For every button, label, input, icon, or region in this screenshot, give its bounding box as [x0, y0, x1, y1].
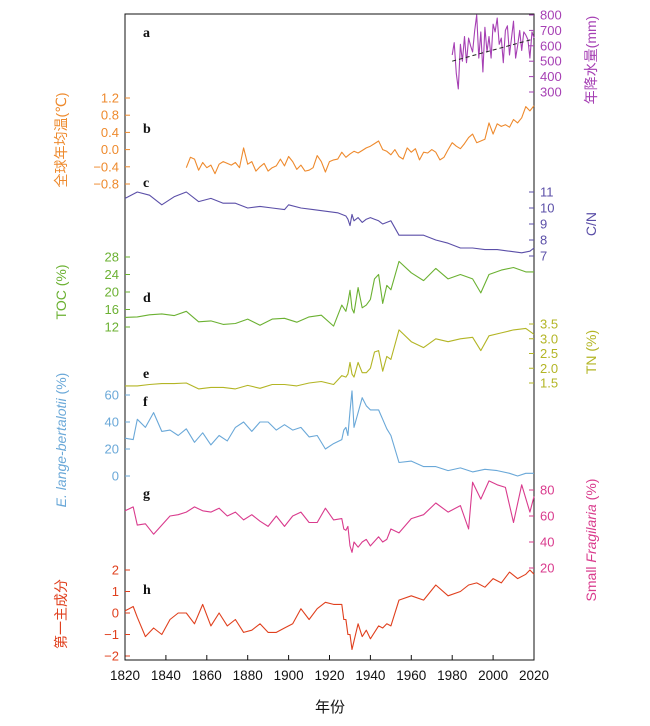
- ytick-label-g-1: 40: [540, 535, 554, 550]
- ytick-label-e-4: 3.5: [540, 317, 558, 332]
- series-line-e-0: [125, 327, 535, 390]
- panels: 300400500600700800年降水量(mm)a−0.8−0.40.00.…: [53, 8, 599, 664]
- xtick-label-2: 1860: [192, 668, 222, 683]
- panel-letter-f: f: [143, 395, 148, 410]
- ytick-label-e-0: 1.5: [540, 376, 558, 391]
- ytick-label-b-5: 1.2: [101, 91, 119, 106]
- ytick-label-g-0: 20: [540, 561, 554, 576]
- panel-g: 20 40 60 80 Small Fragilaria (%) g: [124, 479, 599, 602]
- xtick-label-9: 2000: [478, 668, 508, 683]
- ytick-label-d-4: 28: [105, 250, 119, 265]
- ytick-label-f-3: 60: [105, 388, 119, 403]
- panel-letter-a: a: [143, 26, 150, 41]
- ytick-label-f-2: 40: [105, 415, 119, 430]
- series-line-g-0: [124, 480, 535, 553]
- series-line-c-0: [124, 191, 535, 254]
- ytick-label-h-0: −2: [104, 649, 119, 664]
- xtick-label-7: 1960: [396, 668, 426, 683]
- ytick-label-c-1: 8: [540, 233, 547, 248]
- ytick-label-d-2: 20: [105, 285, 119, 300]
- panel-b: −0.8 −0.4 0.0 0.4 0.8 1.2 全球年均温(℃) b: [53, 91, 535, 192]
- ytick-label-h-3: 1: [112, 584, 119, 599]
- xtick-label-8: 1980: [437, 668, 467, 683]
- panel-letter-g: g: [143, 487, 150, 502]
- ytick-label-c-2: 9: [540, 217, 547, 232]
- panel-letter-h: h: [143, 583, 151, 598]
- ytick-label-g-2: 60: [540, 509, 554, 524]
- series-line-b-0: [185, 105, 535, 175]
- series-line-h-0: [124, 569, 535, 651]
- xtick-label-1: 1840: [151, 668, 181, 683]
- ytick-label-a-1: 400: [540, 69, 562, 84]
- ytick-label-c-0: 7: [540, 249, 547, 264]
- ytick-label-c-4: 11: [540, 185, 554, 200]
- panel-e: 1.52.02.53.03.5 TN (%) e: [125, 317, 599, 391]
- y-axis-title-e: TN (%): [583, 330, 599, 374]
- ytick-label-b-4: 0.8: [101, 108, 119, 123]
- y-axis-title-f: E. lange-bertalotii (%): [53, 373, 69, 508]
- trend-line-a: [452, 38, 535, 62]
- series-line-f-0: [124, 390, 534, 477]
- ytick-label-b-2: 0.0: [101, 142, 119, 157]
- panel-letter-d: d: [143, 291, 151, 306]
- ytick-label-d-1: 16: [105, 302, 119, 317]
- ytick-label-d-3: 24: [105, 267, 119, 282]
- xtick-label-3: 1880: [233, 668, 263, 683]
- ytick-label-g-3: 80: [540, 483, 554, 498]
- x-axis: 1820 1840 1860 1880 1900 1920 1940 1960 1980 2000…: [110, 655, 549, 683]
- ytick-label-e-2: 2.5: [540, 346, 558, 361]
- y-axis-title-g: Small Fragilaria (%): [583, 479, 599, 602]
- panel-d: 12 16 20 24 28 TOC (%) d: [53, 250, 534, 335]
- y-axis-title-h: 第一主成分: [53, 579, 69, 649]
- ytick-label-a-4: 700: [540, 23, 562, 38]
- panel-letter-c: c: [143, 176, 149, 191]
- x-axis-label: 年份: [315, 698, 345, 716]
- ytick-label-b-0: −0.8: [93, 177, 119, 192]
- ytick-label-a-2: 500: [540, 54, 562, 69]
- xtick-label-0: 1820: [110, 668, 140, 683]
- ytick-label-a-3: 600: [540, 38, 562, 53]
- ytick-label-e-1: 2.0: [540, 361, 558, 376]
- panel-letter-b: b: [143, 122, 151, 137]
- ytick-label-f-0: 0: [112, 469, 119, 484]
- panel-h: −2 −1 0 1 2 第一主成分 h: [53, 563, 535, 664]
- ytick-label-h-2: 0: [112, 606, 119, 621]
- y-axis-title-d: TOC (%): [53, 265, 69, 320]
- ytick-label-c-3: 10: [540, 201, 554, 216]
- panel-f: 0 20 40 60 E. lange-bertalotii (%) f: [53, 373, 534, 508]
- xtick-label-10: 2020: [519, 668, 549, 683]
- ytick-label-a-0: 300: [540, 85, 562, 100]
- ytick-label-a-5: 800: [540, 8, 562, 23]
- panel-letter-e: e: [143, 367, 149, 382]
- y-axis-title-a: 年降水量(mm): [583, 16, 599, 105]
- series-line-a-0: [451, 14, 535, 90]
- y-axis-title-b: 全球年均温(℃): [53, 92, 69, 187]
- series-line-d-0: [124, 260, 534, 327]
- ytick-label-f-1: 20: [105, 442, 119, 457]
- ytick-label-d-0: 12: [105, 320, 119, 335]
- ytick-label-h-1: −1: [104, 627, 119, 642]
- ytick-label-e-3: 3.0: [540, 331, 558, 346]
- xtick-label-5: 1920: [314, 668, 344, 683]
- ytick-label-h-4: 2: [112, 563, 119, 578]
- y-axis-title-c: C/N: [583, 212, 599, 236]
- ytick-label-b-1: −0.4: [93, 159, 119, 174]
- ytick-label-b-3: 0.4: [101, 125, 119, 140]
- xtick-label-4: 1900: [274, 668, 304, 683]
- xtick-label-6: 1940: [355, 668, 385, 683]
